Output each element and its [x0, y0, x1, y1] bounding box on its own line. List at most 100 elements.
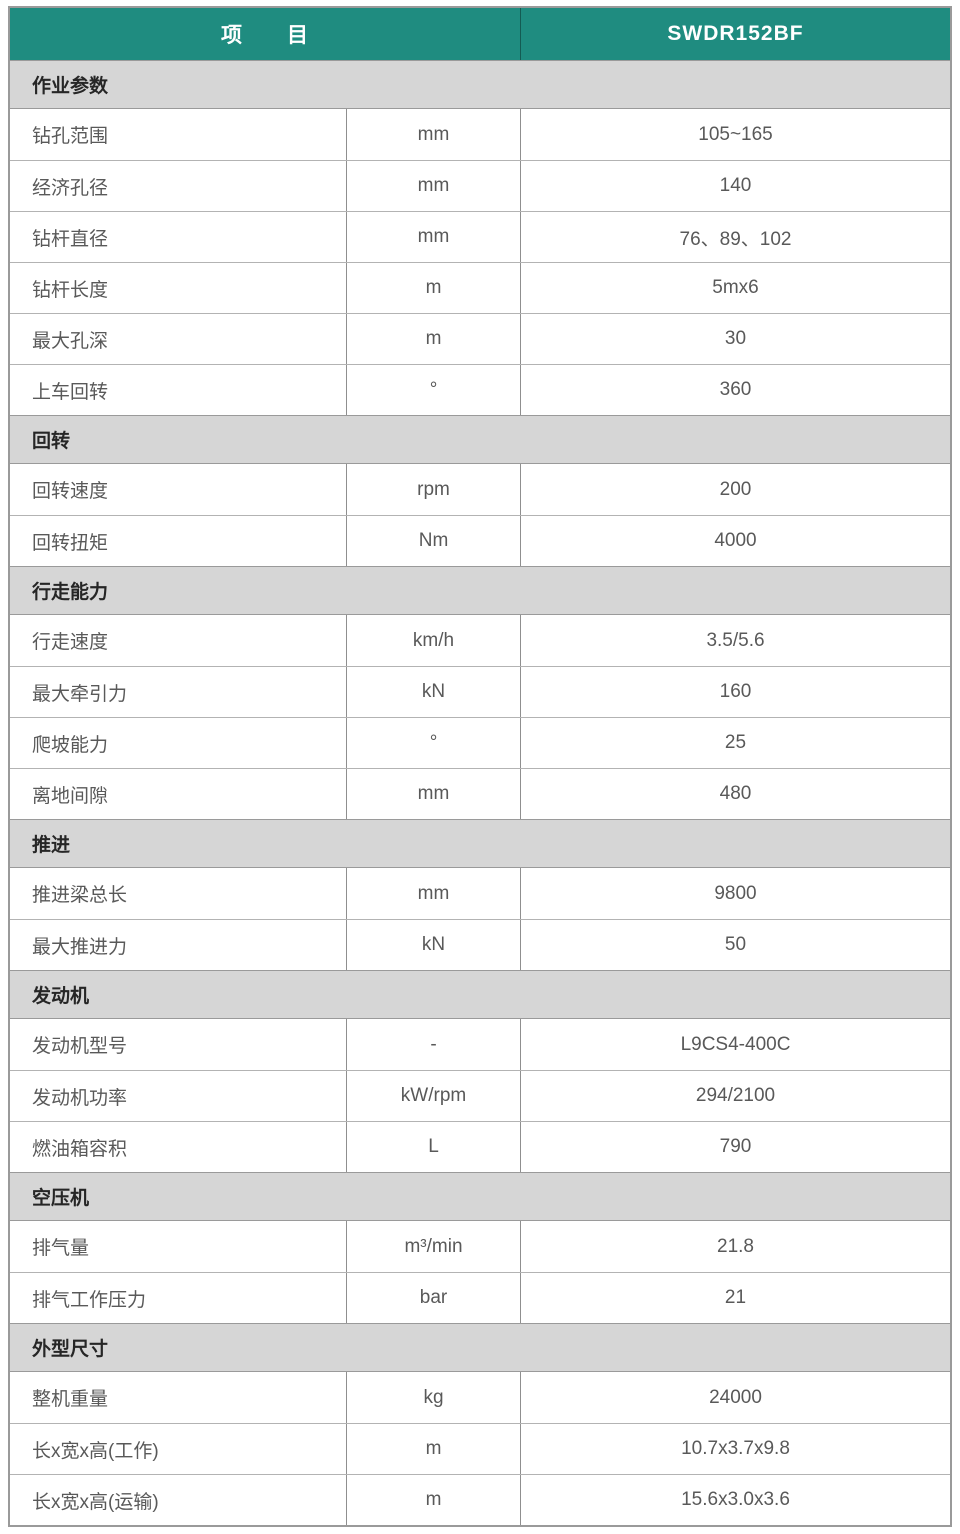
param-unit: m	[346, 263, 520, 313]
table-header-row: 项 目 SWDR152BF	[10, 8, 950, 60]
param-name: 上车回转	[32, 381, 109, 403]
table-row: 整机重量 kg 24000	[10, 1372, 950, 1423]
table-row: 回转速度 rpm 200	[10, 464, 950, 515]
param-value: 105~165	[520, 109, 950, 160]
param-name: 最大牵引力	[32, 683, 128, 705]
table-row: 爬坡能力 ° 25	[10, 717, 950, 768]
section-title: 推进	[32, 835, 71, 856]
param-name: 推进梁总长	[32, 885, 128, 906]
section-header: 外型尺寸	[10, 1323, 950, 1372]
param-value: 790	[520, 1122, 950, 1172]
section-header: 行走能力	[10, 566, 950, 615]
param-value: 9800	[520, 868, 950, 919]
param-name: 回转速度	[32, 481, 109, 502]
param-name: 排气工作压力	[32, 1289, 147, 1311]
param-unit: km/h	[346, 615, 520, 666]
table-row: 钻孔范围 mm 105~165	[10, 109, 950, 160]
table-row: 行走速度 km/h 3.5/5.6	[10, 615, 950, 666]
param-value: 3.5/5.6	[520, 615, 950, 666]
param-name: 钻杆直径	[32, 228, 109, 250]
section-title: 回转	[32, 431, 71, 452]
section-title: 空压机	[32, 1188, 90, 1209]
param-name: 长x宽x高(工作)	[32, 1440, 159, 1462]
param-name: 整机重量	[32, 1389, 109, 1410]
table-row: 回转扭矩 Nm 4000	[10, 515, 950, 566]
param-unit: mm	[346, 109, 520, 160]
table-row: 最大孔深 m 30	[10, 313, 950, 364]
table-row: 排气量 m³/min 21.8	[10, 1221, 950, 1272]
table-row: 排气工作压力 bar 21	[10, 1272, 950, 1323]
param-value: 15.6x3.0x3.6	[520, 1475, 950, 1525]
table-row: 最大牵引力 kN 160	[10, 666, 950, 717]
param-unit: °	[346, 365, 520, 415]
param-unit: °	[346, 718, 520, 768]
param-unit: m	[346, 1424, 520, 1474]
param-value: 21.8	[520, 1221, 950, 1272]
table-row: 长x宽x高(运输) m 15.6x3.0x3.6	[10, 1474, 950, 1525]
table-row: 燃油箱容积 L 790	[10, 1121, 950, 1172]
param-name: 经济孔径	[32, 177, 109, 199]
table-row: 最大推进力 kN 50	[10, 919, 950, 970]
param-unit: m³/min	[346, 1221, 520, 1272]
section-header: 回转	[10, 415, 950, 464]
section-header: 发动机	[10, 970, 950, 1019]
table-row: 钻杆长度 m 5mx6	[10, 262, 950, 313]
param-unit: -	[346, 1019, 520, 1070]
param-value: 30	[520, 314, 950, 364]
param-name: 最大推进力	[32, 936, 128, 958]
param-value: 4000	[520, 516, 950, 566]
param-name: 排气量	[32, 1238, 90, 1259]
param-value: 140	[520, 161, 950, 211]
param-unit: bar	[346, 1273, 520, 1323]
param-unit: mm	[346, 161, 520, 211]
param-unit: m	[346, 314, 520, 364]
param-unit: L	[346, 1122, 520, 1172]
param-value: L9CS4-400C	[520, 1019, 950, 1070]
table-row: 发动机型号 - L9CS4-400C	[10, 1019, 950, 1070]
param-value: 25	[520, 718, 950, 768]
section-title: 外型尺寸	[32, 1339, 109, 1360]
param-name: 最大孔深	[32, 330, 109, 352]
param-name: 钻杆长度	[32, 279, 109, 301]
section-header: 作业参数	[10, 60, 950, 109]
param-unit: mm	[346, 769, 520, 819]
param-unit: kg	[346, 1372, 520, 1423]
table-body: 作业参数 钻孔范围 mm 105~165 经济孔径 mm 140 钻杆直径 mm 76、89、10…	[10, 60, 950, 1525]
header-model-label: SWDR152BF	[520, 8, 950, 60]
param-unit: kN	[346, 667, 520, 717]
param-name: 行走速度	[32, 632, 109, 653]
param-unit: rpm	[346, 464, 520, 515]
param-name: 长x宽x高(运输)	[32, 1491, 159, 1513]
section-title: 作业参数	[32, 76, 109, 97]
header-item-label: 项 目	[221, 24, 309, 47]
section-header: 空压机	[10, 1172, 950, 1221]
param-unit: kN	[346, 920, 520, 970]
param-value: 50	[520, 920, 950, 970]
param-value: 480	[520, 769, 950, 819]
section-title: 行走能力	[32, 582, 109, 603]
param-value: 76、89、102	[520, 212, 950, 262]
table-row: 离地间隙 mm 480	[10, 768, 950, 819]
param-value: 5mx6	[520, 263, 950, 313]
spec-table: 项 目 SWDR152BF 作业参数 钻孔范围 mm 105~165 经济孔径 mm 140…	[8, 6, 952, 1527]
param-value: 24000	[520, 1372, 950, 1423]
param-unit: kW/rpm	[346, 1071, 520, 1121]
param-value: 160	[520, 667, 950, 717]
param-unit: m	[346, 1475, 520, 1525]
param-name: 爬坡能力	[32, 734, 109, 756]
param-name: 回转扭矩	[32, 532, 109, 554]
param-value: 360	[520, 365, 950, 415]
param-name: 钻孔范围	[32, 126, 109, 147]
table-row: 上车回转 ° 360	[10, 364, 950, 415]
param-value: 200	[520, 464, 950, 515]
table-row: 经济孔径 mm 140	[10, 160, 950, 211]
param-unit: mm	[346, 212, 520, 262]
table-row: 推进梁总长 mm 9800	[10, 868, 950, 919]
param-value: 294/2100	[520, 1071, 950, 1121]
table-row: 长x宽x高(工作) m 10.7x3.7x9.8	[10, 1423, 950, 1474]
param-name: 燃油箱容积	[32, 1138, 128, 1160]
param-name: 发动机功率	[32, 1087, 128, 1109]
param-value: 21	[520, 1273, 950, 1323]
table-row: 钻杆直径 mm 76、89、102	[10, 211, 950, 262]
